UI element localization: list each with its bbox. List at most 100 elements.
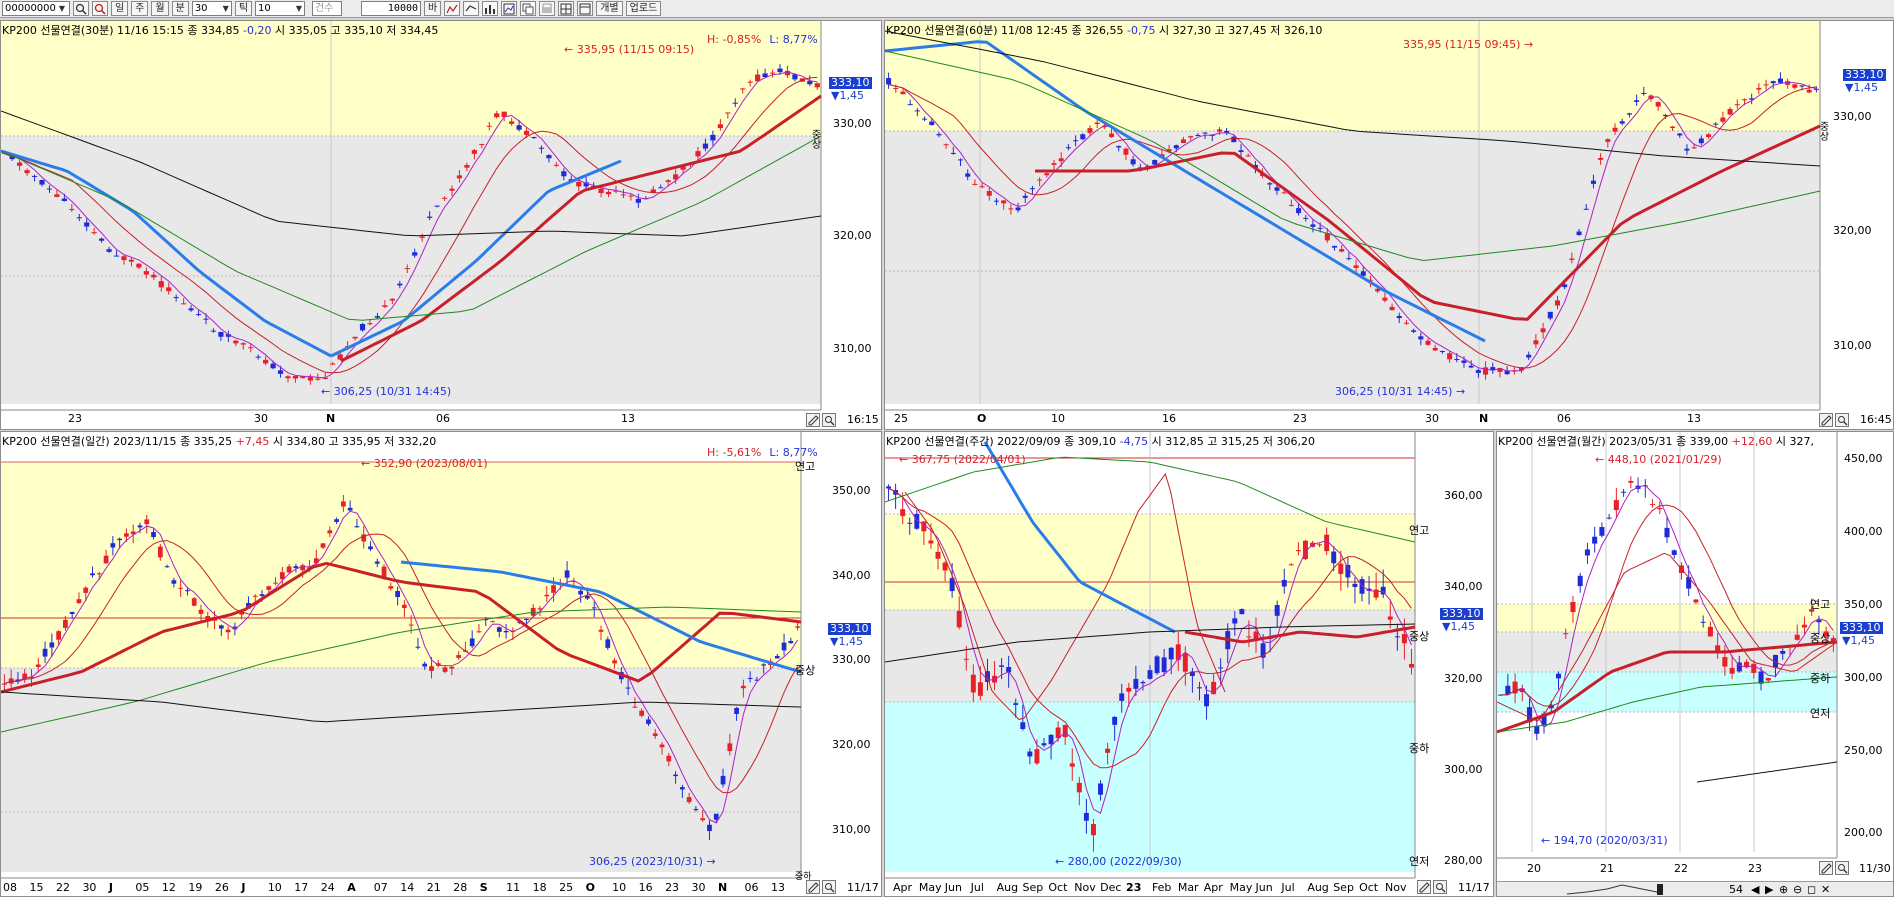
candle-body	[929, 121, 935, 126]
candle-body	[151, 531, 156, 538]
next-icon[interactable]: ▶	[1765, 883, 1774, 896]
candle-body	[1722, 657, 1728, 667]
candle-body	[807, 80, 813, 85]
zoom-icon[interactable]	[1835, 861, 1849, 875]
candle-body	[54, 194, 60, 197]
price-chart[interactable]	[885, 432, 1494, 897]
x-tick: 10	[267, 881, 282, 894]
close-icon[interactable]: ✕	[1821, 883, 1831, 896]
candle-body	[1224, 130, 1230, 133]
chart-panel-monthly[interactable]: KP200 선물연결(월간) 2023/05/31 종 339,00 +12,6…	[1496, 431, 1894, 897]
current-price-change: ▼1,45	[830, 635, 863, 648]
ma-line-120	[340, 94, 822, 363]
candle-body	[1332, 245, 1338, 248]
candle-body	[1202, 132, 1208, 134]
chart-panel-daily[interactable]: KP200 선물연결(일간) 2023/11/15 종 335,25 +7,45…	[0, 431, 882, 897]
candle-body	[494, 113, 500, 118]
zoom-icon[interactable]	[1433, 880, 1447, 894]
candle-body	[285, 376, 291, 379]
trend-icon[interactable]	[463, 1, 480, 16]
period-day-button[interactable]: 일	[111, 1, 129, 16]
price-chart[interactable]	[885, 21, 1894, 430]
search-icon[interactable]	[73, 1, 89, 16]
bar-chart-icon[interactable]	[482, 1, 499, 16]
x-tick: 28	[453, 881, 468, 894]
print-icon[interactable]	[539, 1, 556, 16]
scrollbar[interactable]: 54 ◀ ▶ ⊕ ⊖ ◻ ✕	[1497, 881, 1893, 896]
candle-body	[1736, 662, 1742, 672]
chevron-down-icon[interactable]: ▼	[295, 4, 303, 13]
y-tick: 330,00	[833, 117, 872, 130]
candle-body	[1302, 540, 1308, 560]
chevron-down-icon[interactable]: ▼	[222, 4, 229, 13]
candle-body	[347, 507, 353, 511]
candle-body	[686, 797, 692, 803]
edit-icon[interactable]	[1417, 880, 1431, 894]
price-chart[interactable]	[1, 21, 882, 430]
candle-body	[136, 263, 142, 268]
candle-body	[429, 666, 434, 671]
x-tick: 12	[161, 881, 176, 894]
candle-body	[591, 607, 597, 609]
candle-body	[449, 666, 455, 669]
price-chart[interactable]	[1497, 432, 1894, 897]
interval-select[interactable]: 30 ▼	[191, 1, 232, 16]
candle-body	[503, 630, 509, 633]
zoom-icon[interactable]	[822, 880, 836, 894]
zoom-icon[interactable]	[1835, 413, 1849, 427]
candle-body	[1195, 135, 1201, 137]
period-week-button[interactable]: 주	[131, 1, 149, 16]
candle-body	[814, 83, 820, 88]
chevron-down-icon[interactable]: ▼	[58, 4, 66, 13]
ma-line-mid	[1500, 504, 1834, 707]
candle-body	[1204, 694, 1210, 707]
candle-body	[1022, 195, 1028, 198]
candle-body	[1175, 644, 1181, 660]
grid-icon[interactable]	[558, 1, 575, 16]
hl-ratio: H: -0,85% L: 8,77%	[707, 33, 818, 46]
search-red-icon[interactable]	[92, 1, 108, 16]
code-input[interactable]: 00000000 ▼	[2, 1, 70, 16]
candle-body	[673, 774, 678, 777]
candle-body	[1693, 599, 1699, 603]
y-tick: 310,00	[833, 342, 872, 355]
copy-icon[interactable]	[520, 1, 537, 16]
chart-panel-60min[interactable]: KP200 선물연결(60분) 11/08 12:45 종 326,55 -0,…	[884, 20, 1894, 430]
prev-icon[interactable]: ◀	[1751, 883, 1760, 896]
period-month-button[interactable]: 월	[151, 1, 169, 16]
chart-panel-30min[interactable]: KP200 선물연결(30분) 11/16 15:15 종 334,85 -0,…	[0, 20, 882, 430]
indicator-icon[interactable]	[501, 1, 518, 16]
candle-body	[195, 314, 202, 316]
close-text: 종 334,85	[187, 24, 240, 37]
candle-body	[137, 525, 143, 528]
candle-body	[1777, 78, 1783, 83]
candle-body	[1813, 88, 1819, 90]
edit-icon[interactable]	[1819, 413, 1833, 427]
tick-select[interactable]: 10 ▼	[255, 1, 306, 16]
upload-button[interactable]: 업로드	[625, 1, 662, 16]
ma-line-long	[885, 456, 1416, 543]
edit-icon[interactable]	[806, 880, 820, 894]
candle-body	[382, 305, 388, 307]
fit-icon[interactable]: ◻	[1807, 883, 1817, 896]
low-ratio: L: 8,77%	[769, 33, 818, 46]
edit-icon[interactable]	[1819, 861, 1833, 875]
chart-panel-weekly[interactable]: KP200 선물연결(주간) 2022/09/09 종 309,10 -4,75…	[884, 431, 1494, 897]
candle-body	[388, 586, 394, 589]
candle-body	[273, 582, 278, 584]
zoom-icon[interactable]	[822, 413, 836, 427]
zoom-in-icon[interactable]: ⊕	[1779, 883, 1789, 896]
individual-button[interactable]: 개별	[596, 1, 623, 16]
count-value-field[interactable]: 10000	[361, 1, 422, 16]
layout-icon[interactable]	[577, 1, 594, 16]
tick-button[interactable]: 틱	[234, 1, 253, 16]
candle-body	[1664, 527, 1670, 538]
candle-body	[1612, 127, 1618, 132]
line-chart-icon[interactable]	[444, 1, 461, 16]
candle-body	[1765, 678, 1771, 681]
edit-icon[interactable]	[806, 413, 820, 427]
period-minute-button[interactable]: 분	[171, 1, 189, 16]
count-field[interactable]: 건수	[312, 1, 343, 16]
zoom-out-icon[interactable]: ⊖	[1793, 883, 1803, 896]
price-chart[interactable]	[1, 432, 882, 897]
